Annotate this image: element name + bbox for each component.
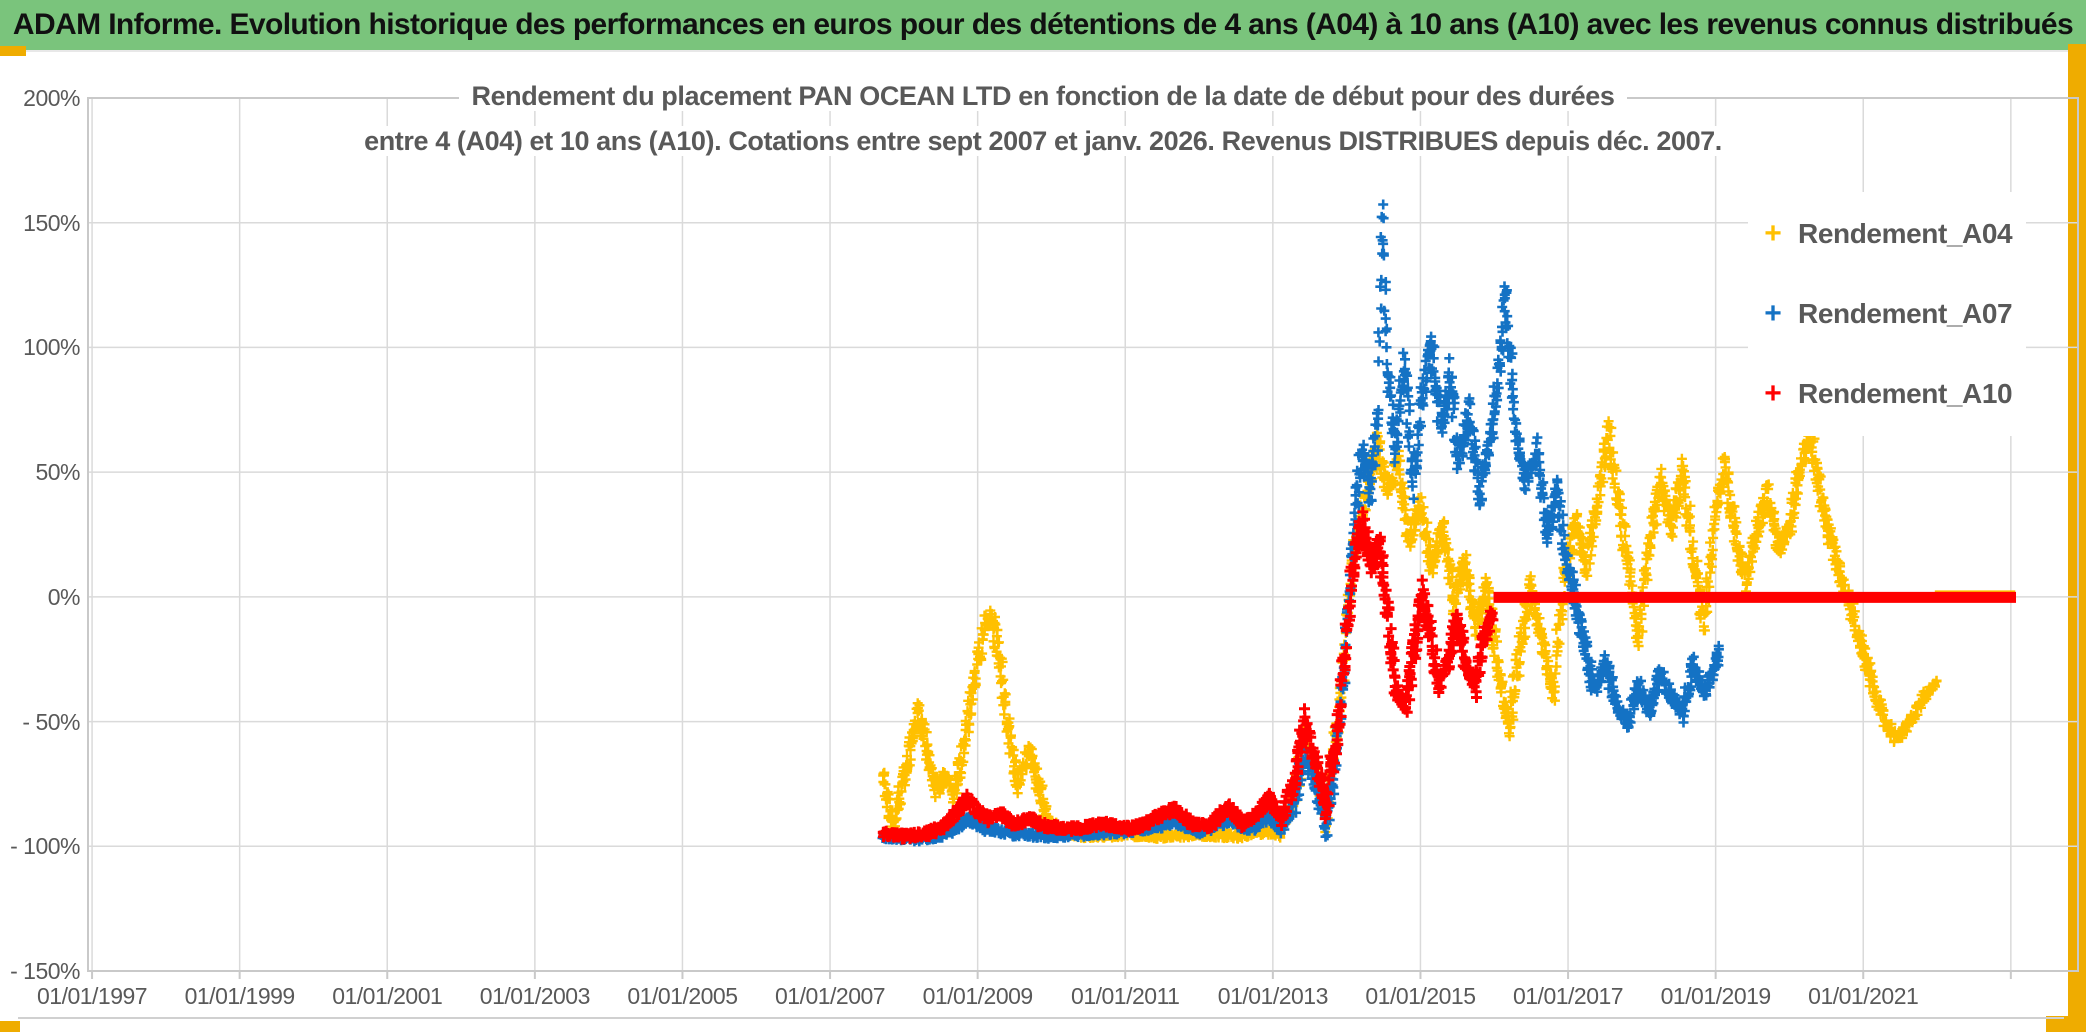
x-axis-label: 01/01/1997 <box>36 983 148 1009</box>
legend-label: Rendement_A10 <box>1798 378 2013 409</box>
x-axis-label: 01/01/2019 <box>1660 983 1772 1009</box>
y-axis-label: 200% <box>23 85 80 111</box>
x-axis-label: 01/01/2009 <box>922 983 1034 1009</box>
chart-title-line-1: Rendement du placement PAN OCEAN LTD en … <box>459 81 1627 111</box>
chart-title-line-2: entre 4 (A04) et 10 ans (A10). Cotations… <box>352 126 1734 156</box>
plus-marker-icon: + <box>1764 297 1782 330</box>
y-axis-label: 100% <box>23 334 80 361</box>
title-bar: ADAM Informe. Evolution historique des p… <box>0 0 2086 52</box>
x-axis-label: 01/01/2003 <box>479 983 591 1009</box>
y-axis-label: 0% <box>47 583 81 610</box>
y-axis-label: - 100% <box>10 833 80 860</box>
legend-label: Rendement_A07 <box>1798 298 2013 329</box>
x-axis-label: 01/01/2007 <box>774 983 886 1009</box>
y-axis-label: 50% <box>35 459 80 486</box>
y-axis-label: 150% <box>23 209 80 236</box>
gold-accent-top-left <box>0 46 26 56</box>
legend-item-rendement-a10[interactable]: + Rendement_A10 <box>1756 354 2012 434</box>
x-axis-label: 01/01/2021 <box>1808 983 1919 1009</box>
legend: + Rendement_A04 + Rendement_A07 + Rendem… <box>1748 192 2027 436</box>
page-title: ADAM Informe. Evolution historique des p… <box>12 8 2074 41</box>
x-axis-label: 01/01/1999 <box>184 983 296 1009</box>
x-axis-label: 01/01/2017 <box>1512 983 1624 1009</box>
plus-marker-icon: + <box>1764 377 1782 410</box>
x-axis-label: 01/01/2013 <box>1217 983 1329 1009</box>
x-axis-label: 01/01/2005 <box>627 983 738 1009</box>
series-rendement_a10 <box>877 506 1499 845</box>
y-axis-label: - 150% <box>10 958 80 984</box>
chart-title: Rendement du placement PAN OCEAN LTD en … <box>0 76 2086 166</box>
x-axis-ticks <box>91 971 2012 979</box>
legend-item-rendement-a07[interactable]: + Rendement_A07 <box>1756 274 2012 354</box>
gold-accent-bottom-right <box>2046 1016 2086 1032</box>
legend-item-rendement-a04[interactable]: + Rendement_A04 <box>1756 194 2012 274</box>
plus-marker-icon: + <box>1764 217 1782 250</box>
chart-frame-bottom-border <box>18 1017 2064 1019</box>
gold-accent-bottom-left <box>0 1021 20 1032</box>
x-axis-label: 01/01/2015 <box>1365 983 1476 1009</box>
legend-label: Rendement_A04 <box>1798 218 2013 249</box>
x-axis-label: 01/01/2001 <box>332 983 443 1009</box>
series-rendement_a04 <box>878 416 1942 844</box>
x-axis-label: 01/01/2011 <box>1071 983 1180 1009</box>
y-axis-label: - 50% <box>22 708 80 735</box>
